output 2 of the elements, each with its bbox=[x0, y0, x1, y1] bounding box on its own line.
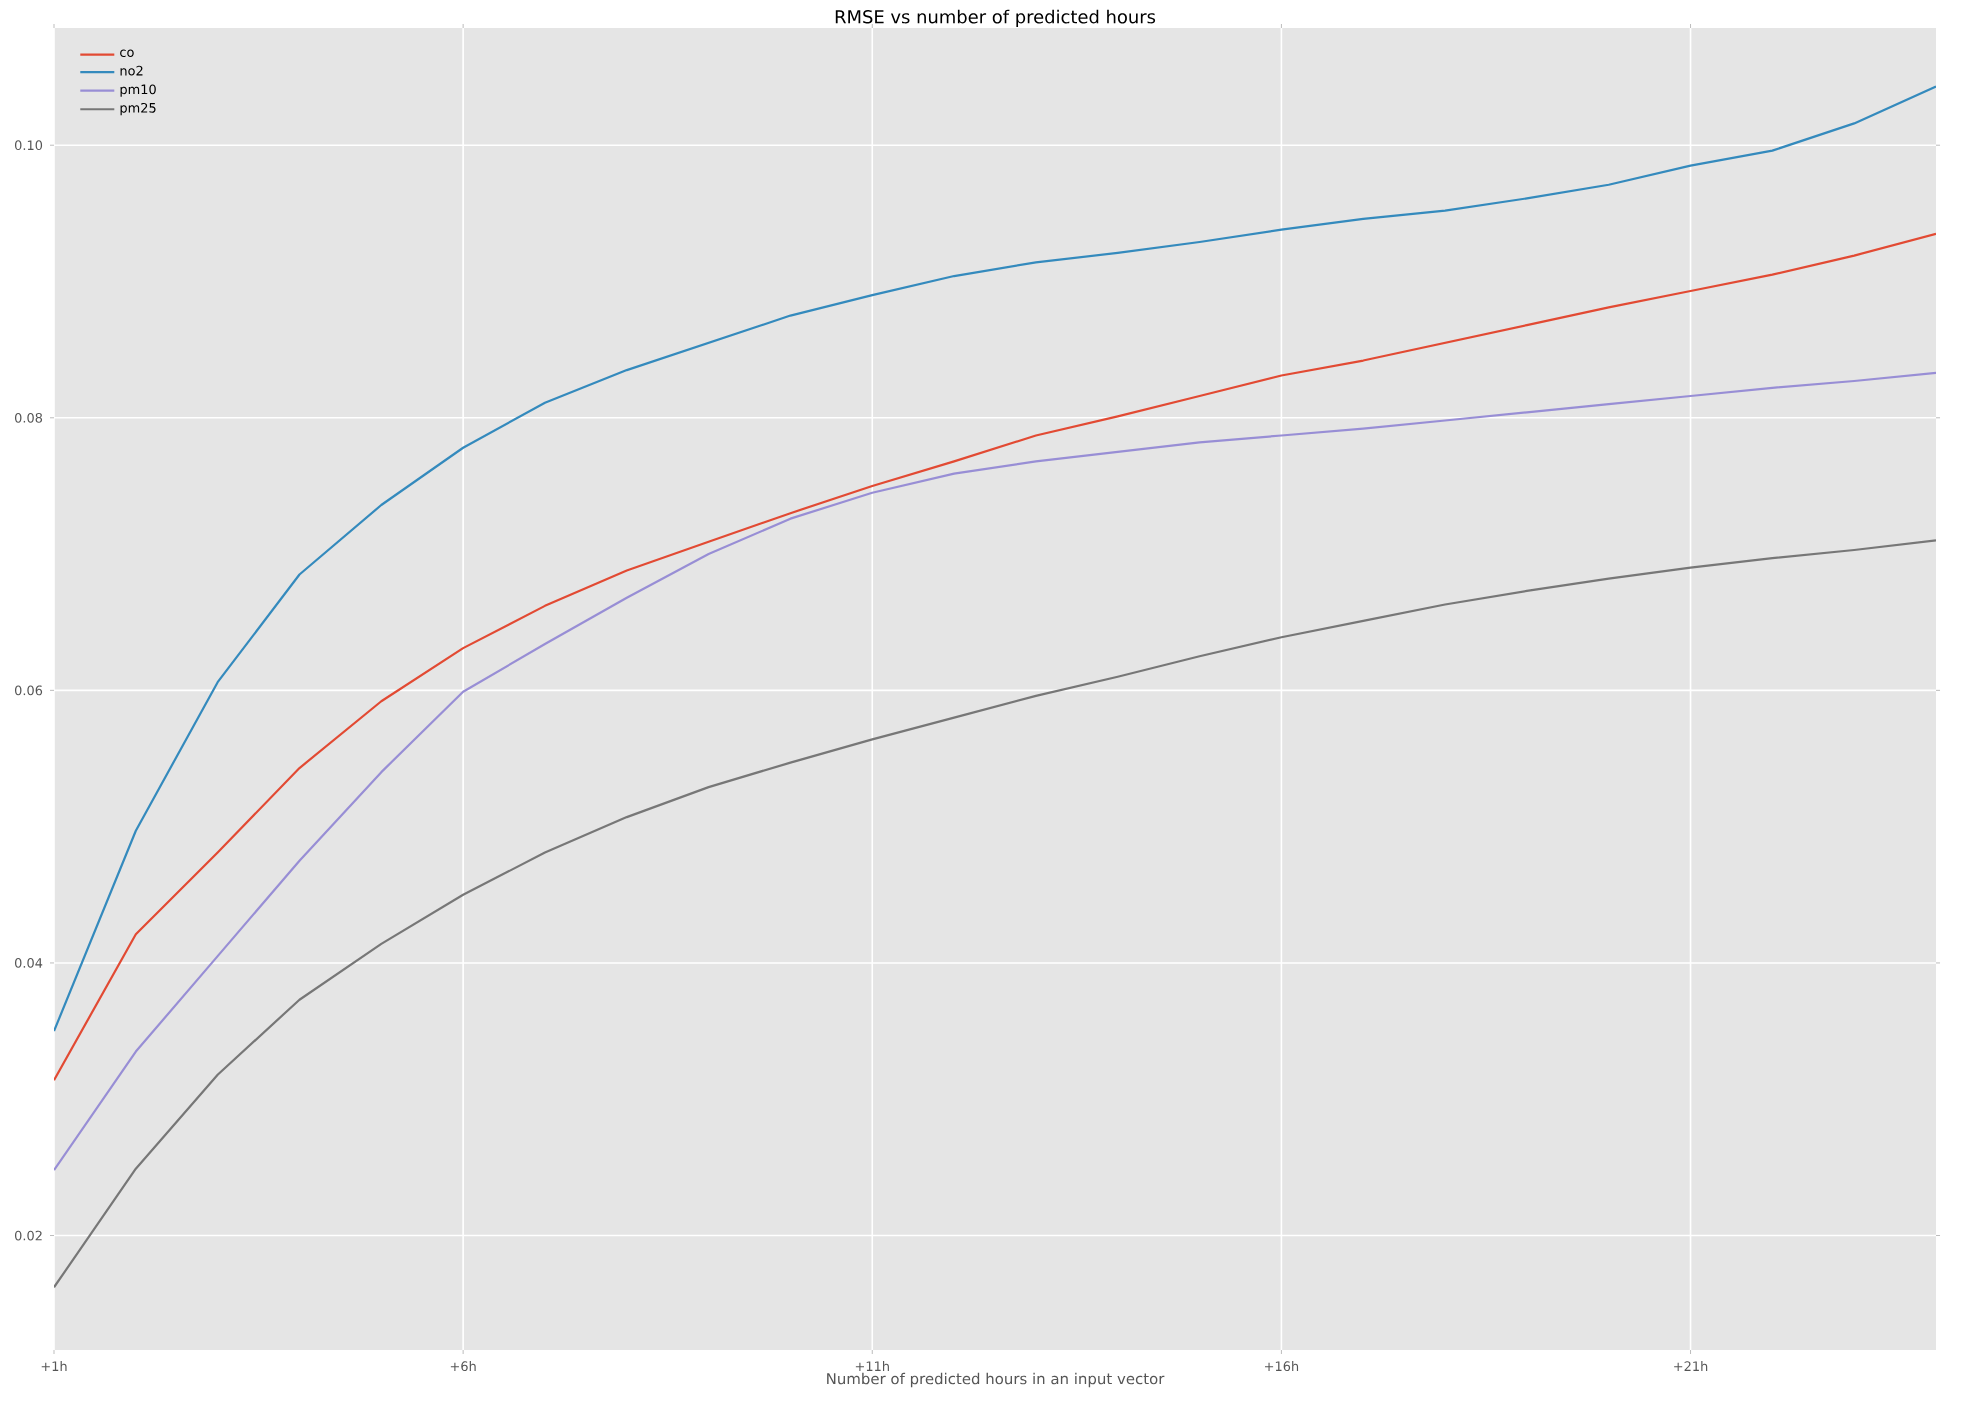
line-series bbox=[54, 539, 1937, 1289]
chart-title: RMSE vs number of predicted hours bbox=[835, 9, 1156, 27]
